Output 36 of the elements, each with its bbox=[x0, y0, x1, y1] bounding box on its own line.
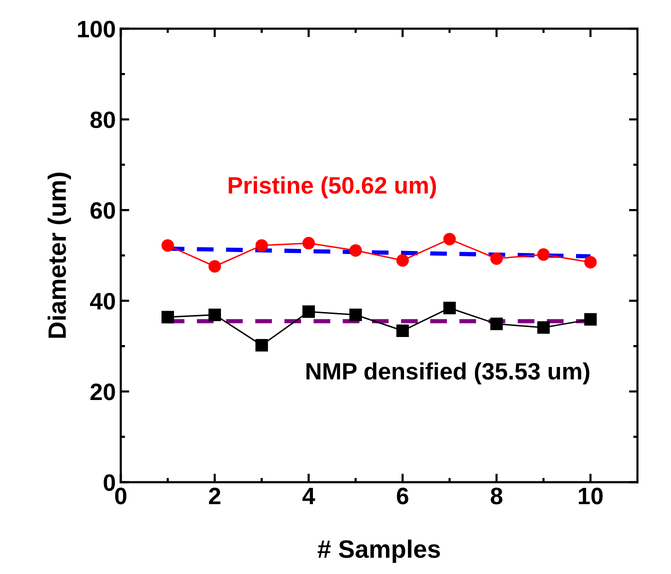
point bbox=[584, 256, 597, 268]
x-tick-label: 4 bbox=[302, 488, 316, 504]
point bbox=[162, 239, 174, 252]
point bbox=[396, 254, 409, 267]
x-tick-label: 8 bbox=[490, 488, 502, 504]
point bbox=[302, 236, 315, 250]
x-tick-label: 6 bbox=[396, 488, 408, 504]
point bbox=[349, 244, 362, 257]
point bbox=[443, 232, 456, 246]
y-tick-label: 0 bbox=[104, 474, 115, 491]
point bbox=[208, 260, 221, 273]
point bbox=[349, 308, 362, 322]
point bbox=[255, 239, 268, 252]
series-label: Pristine (50.62 um) bbox=[228, 176, 436, 198]
point bbox=[584, 313, 597, 326]
y-tick-label: 60 bbox=[90, 202, 115, 219]
y-tick-label: 40 bbox=[90, 292, 115, 310]
y-tick-label: 100 bbox=[78, 20, 115, 38]
x-tick-label: 0 bbox=[115, 488, 126, 504]
y-tick-label: 80 bbox=[90, 111, 115, 128]
x-axis-title: # Samples bbox=[318, 540, 440, 563]
y-tick-label: 20 bbox=[90, 384, 115, 400]
point bbox=[537, 248, 550, 261]
point bbox=[255, 338, 268, 352]
x-tick-label: 10 bbox=[578, 488, 603, 504]
point bbox=[208, 308, 221, 322]
y-axis-title: Diameter (um) bbox=[48, 172, 71, 338]
point bbox=[537, 321, 550, 334]
point bbox=[302, 305, 315, 318]
point bbox=[443, 302, 456, 314]
point bbox=[490, 252, 503, 265]
x-tick-label: 2 bbox=[208, 488, 220, 504]
point bbox=[490, 318, 503, 330]
series-label: NMP densified (35.53 um) bbox=[306, 362, 590, 384]
point bbox=[396, 324, 409, 337]
point bbox=[162, 310, 174, 324]
